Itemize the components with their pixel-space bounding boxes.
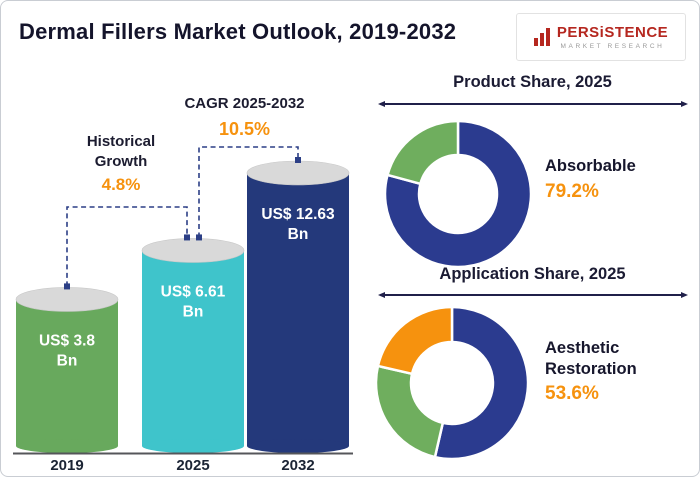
product-share-callout-label: Absorbable <box>545 157 636 175</box>
donut-segment-absorbable <box>383 119 533 269</box>
growth-connector <box>66 206 188 287</box>
historical-growth-label: Historical Growth <box>86 133 156 171</box>
bar-value-label: US$ 3.8 <box>39 332 95 349</box>
product-share-callout: Absorbable 79.2% <box>545 156 695 203</box>
application-share-title: Application Share, 2025 <box>439 265 626 283</box>
bar-2032: US$ 12.63 Bn 2032 <box>246 160 350 474</box>
x-axis-label: 2025 <box>176 457 209 474</box>
bar-unit-label: Bn <box>288 226 309 243</box>
bar-value-label: US$ 6.61 <box>161 283 226 300</box>
donut-segment-aesthetic-restoration <box>433 305 530 461</box>
application-share-callout: Aesthetic Restoration 53.6% <box>545 338 695 406</box>
historical-growth-value: 4.8% <box>101 175 141 194</box>
product-share-divider <box>378 100 688 107</box>
market-size-bar-chart: US$ 3.8 Bn 2019 US$ 6.61 Bn 2025 US$ 12.63 Bn 20… <box>13 146 353 474</box>
page-title: Dermal Fillers Market Outlook, 2019-2032 <box>19 19 457 44</box>
application-share-donut-chart <box>374 305 530 461</box>
growth-connector <box>198 146 299 238</box>
cagr-label: CAGR 2025-2032 <box>184 95 305 112</box>
x-axis-label: 2019 <box>50 457 83 474</box>
application-share-divider <box>378 291 688 298</box>
donut-segment-other <box>386 119 460 186</box>
application-share-callout-value: 53.6% <box>545 383 599 405</box>
bar-value-label: US$ 12.63 <box>261 206 335 223</box>
cagr-value: 10.5% <box>218 119 271 139</box>
donut-segment-other <box>376 305 454 376</box>
product-share-donut-chart <box>383 119 533 269</box>
bar-unit-label: Bn <box>183 303 204 320</box>
donut-segment-other <box>374 364 445 459</box>
logo-text: PERSiSTENCE MARKET RESEARCH <box>557 25 668 50</box>
product-share-callout-value: 79.2% <box>545 180 599 202</box>
bar-2019: US$ 3.8 Bn 2019 <box>15 287 119 474</box>
logo-name: PERSiSTENCE <box>556 23 669 41</box>
x-axis-label: 2032 <box>281 457 314 474</box>
logo-bars-icon <box>533 28 550 46</box>
application-share-callout-label: Aesthetic Restoration <box>545 339 637 378</box>
logo-subtitle: MARKET RESEARCH <box>560 42 665 50</box>
product-share-title: Product Share, 2025 <box>453 73 612 91</box>
bar-unit-label: Bn <box>57 352 78 369</box>
bar-2025: US$ 6.61 Bn 2025 <box>141 238 245 474</box>
logo: PERSiSTENCE MARKET RESEARCH <box>516 13 686 61</box>
